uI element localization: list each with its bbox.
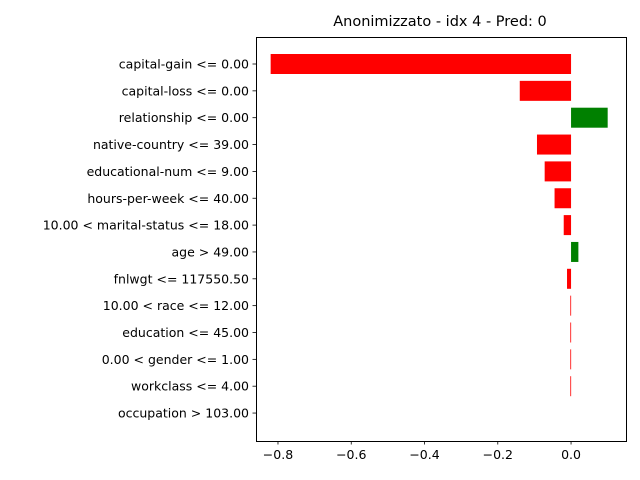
bar xyxy=(570,295,572,316)
y-tick-label: capital-gain <= 0.00 xyxy=(119,57,249,72)
y-tick-label: capital-loss <= 0.00 xyxy=(122,83,249,98)
y-tick-label: relationship <= 0.00 xyxy=(119,110,249,125)
x-tick-label: 0.0 xyxy=(561,447,581,462)
bar xyxy=(563,215,572,236)
bar xyxy=(536,134,572,155)
y-tick-label: occupation > 103.00 xyxy=(118,406,249,421)
x-tick-label: −0.4 xyxy=(409,447,439,462)
bar xyxy=(270,54,572,74)
bar xyxy=(571,241,579,262)
bar xyxy=(571,107,608,128)
x-axis-ticks: −0.8 −0.6 −0.4 −0.2 0.0 xyxy=(263,441,581,462)
bar xyxy=(567,268,572,289)
y-tick-label: hours-per-week <= 40.00 xyxy=(87,191,249,206)
x-tick-label: −0.8 xyxy=(263,447,293,462)
y-tick-label: fnlwgt <= 117550.50 xyxy=(114,271,249,286)
bar xyxy=(544,161,572,182)
y-tick-label: 10.00 < marital-status <= 18.00 xyxy=(43,218,249,233)
bar xyxy=(570,322,572,343)
y-tick-label: age > 49.00 xyxy=(172,244,250,259)
bar xyxy=(570,376,572,397)
bar xyxy=(519,80,572,101)
y-axis-ticks: capital-gain <= 0.00 capital-loss <= 0.00… xyxy=(43,57,256,421)
plot-frame xyxy=(256,37,627,442)
bar xyxy=(570,349,572,370)
y-tick-label: 10.00 < race <= 12.00 xyxy=(103,298,249,313)
bars-group xyxy=(270,54,608,397)
x-tick-label: −0.2 xyxy=(483,447,513,462)
bar xyxy=(554,188,572,209)
x-tick-label: −0.6 xyxy=(336,447,366,462)
chart-title: Anonimizzato - idx 4 - Pred: 0 xyxy=(333,14,547,30)
y-tick-label: 0.00 < gender <= 1.00 xyxy=(102,352,249,367)
y-tick-label: educational-num <= 9.00 xyxy=(87,164,249,179)
y-tick-label: workclass <= 4.00 xyxy=(131,379,249,394)
y-tick-label: native-country <= 39.00 xyxy=(93,137,249,152)
y-tick-label: education <= 45.00 xyxy=(122,325,249,340)
